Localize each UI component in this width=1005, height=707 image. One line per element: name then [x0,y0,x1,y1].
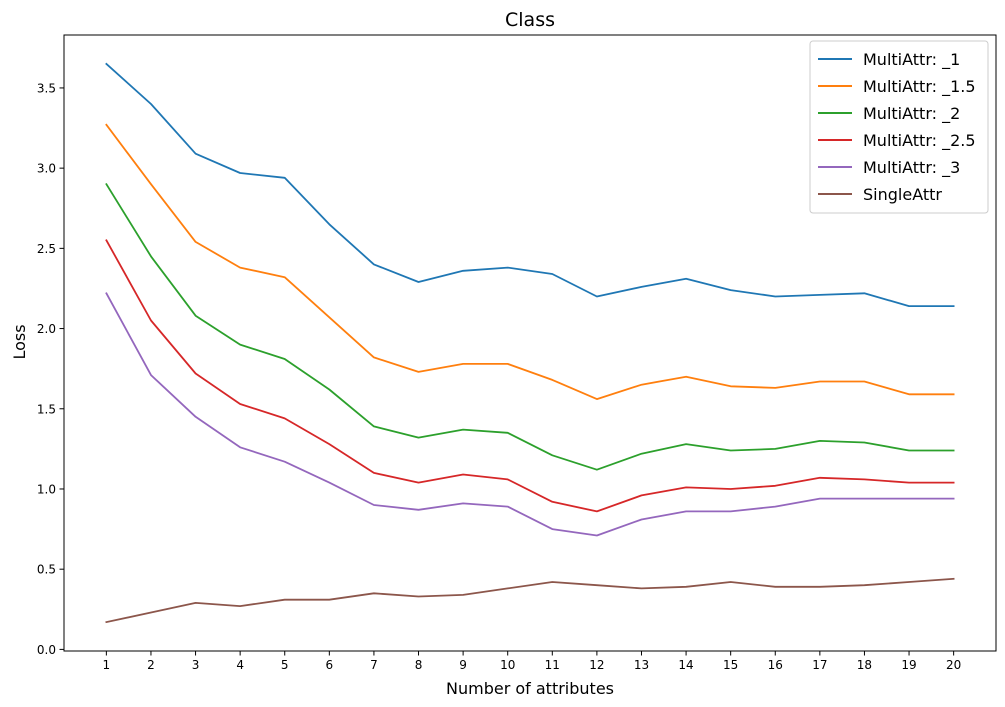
x-tick-label: 2 [147,658,155,672]
y-tick-label: 0.5 [37,563,56,577]
plot-frame [63,34,997,652]
legend-entry-3: MultiAttr: _2 [863,104,960,124]
x-axis-label: Number of attributes [446,679,614,698]
y-tick-label: 0.0 [37,643,56,657]
legend-entry-6: SingleAttr [863,185,942,204]
x-tick-label: 13 [634,658,649,672]
x-tick-label: 1 [103,658,111,672]
series-line-3 [105,182,955,471]
y-tick-label: 3.5 [37,81,56,95]
y-tick-label: 3.0 [37,162,56,176]
y-axis-label: Loss [10,324,29,359]
legend-entry-4: MultiAttr: _2.5 [863,131,976,151]
series-line-1 [105,62,955,308]
y-tick-label: 2.0 [37,322,56,336]
series-line-2 [105,123,955,401]
x-tick-label: 18 [857,658,872,672]
x-tick-label: 10 [500,658,515,672]
x-tick-label: 6 [326,658,334,672]
chart-title: Class [505,9,555,31]
legend: MultiAttr: _1 MultiAttr: _1.5 MultiAttr: _… [809,40,989,214]
x-tick-label: 3 [192,658,200,672]
legend-entry-2: MultiAttr: _1.5 [863,77,976,97]
series-line-6 [105,577,955,624]
x-tick-label: 11 [545,658,560,672]
y-tick-label: 1.0 [37,482,56,496]
x-tick-label: 16 [768,658,783,672]
legend-entry-5: MultiAttr: _3 [863,158,960,178]
x-tick-label: 9 [459,658,467,672]
x-tick-label: 20 [946,658,961,672]
x-tick-label: 12 [589,658,604,672]
x-tick-label: 19 [901,658,916,672]
x-tick-label: 8 [415,658,423,672]
x-tick-label: 14 [678,658,693,672]
legend-box [809,40,989,214]
x-tick-label: 7 [370,658,378,672]
axes: 1 2 3 4 5 6 7 8 9 10 11 12 13 14 15 16 17 18 19 200.00.51.0… [37,34,997,672]
series-lines [105,62,955,624]
legend-entry-1: MultiAttr: _1 [863,50,960,70]
x-tick-label: 17 [812,658,827,672]
series-line-4 [105,239,955,513]
y-tick-label: 1.5 [37,402,56,416]
x-tick-label: 4 [236,658,244,672]
x-tick-label: 15 [723,658,738,672]
x-tick-label: 5 [281,658,289,672]
series-line-5 [105,292,955,537]
y-tick-label: 2.5 [37,242,56,256]
